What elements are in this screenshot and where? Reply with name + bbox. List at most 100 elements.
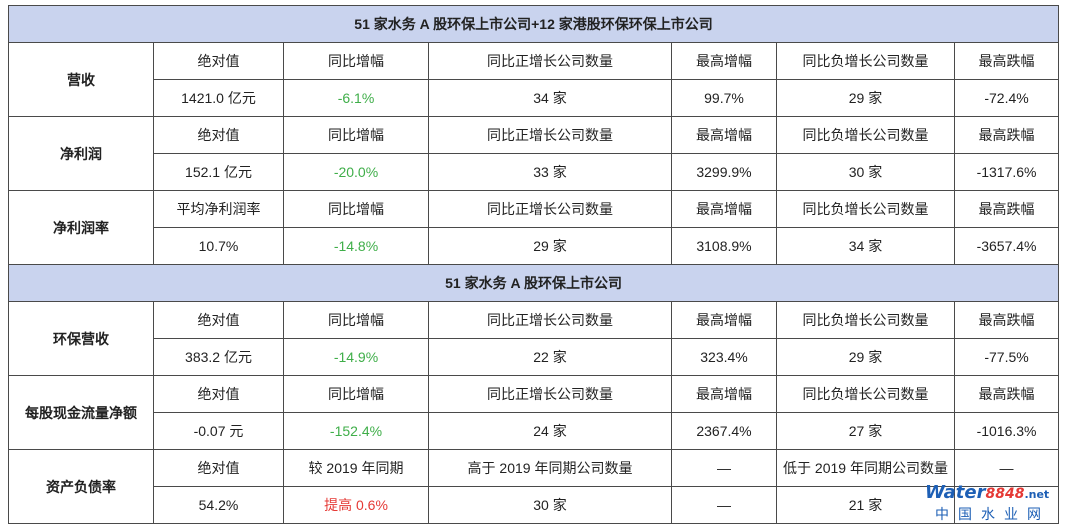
header-cell: 同比增幅: [283, 116, 429, 154]
header-cell: 平均净利润率: [153, 190, 284, 228]
value-cell: 54.2%: [153, 486, 284, 524]
report-table-container: 51 家水务 A 股环保上市公司+12 家港股环保环保上市公司 营收 绝对值 同…: [7, 5, 1060, 524]
header-cell: 同比正增长公司数量: [428, 301, 672, 339]
metric-value-row: 383.2 亿元 -14.9% 22 家 323.4% 29 家 -77.5%: [9, 338, 1060, 376]
metric-header-row: 净利润率 平均净利润率 同比增幅 同比正增长公司数量 最高增幅 同比负增长公司数…: [8, 190, 1060, 265]
logo-brand-word: Water: [925, 482, 986, 503]
header-cell: 同比正增长公司数量: [428, 190, 672, 228]
metric-value-row: 10.7% -14.8% 29 家 3108.9% 34 家 -3657.4%: [9, 227, 1060, 265]
logo-brand-suffix: .net: [1024, 488, 1050, 501]
header-cell: —: [953, 449, 1060, 487]
metric-value-row: 1421.0 亿元 -6.1% 34 家 99.7% 29 家 -72.4%: [9, 79, 1060, 117]
metric-header-row: 资产负债率 绝对值 较 2019 年同期 高于 2019 年同期公司数量 — 低…: [8, 449, 1060, 524]
metric-label: 营收: [8, 42, 154, 117]
metric-value-row: 152.1 亿元 -20.0% 33 家 3299.9% 30 家 -1317.…: [9, 153, 1060, 191]
value-cell: 24 家: [428, 412, 672, 450]
value-cell: 10.7%: [153, 227, 284, 265]
value-cell: -0.07 元: [153, 412, 284, 450]
header-cell: 较 2019 年同期: [283, 449, 429, 487]
value-cell: -77.5%: [953, 338, 1060, 376]
header-cell: 最高跌幅: [953, 42, 1060, 80]
value-cell: 30 家: [428, 486, 672, 524]
header-cell: 最高跌幅: [953, 116, 1060, 154]
value-cell: 152.1 亿元: [153, 153, 284, 191]
water8848-logo: Water8848.net 中国水业网: [925, 482, 1057, 522]
metric-label: 环保营收: [8, 301, 154, 376]
header-cell: 同比正增长公司数量: [428, 375, 672, 413]
header-cell: 绝对值: [153, 42, 284, 80]
header-cell: 绝对值: [153, 375, 284, 413]
header-cell: 绝对值: [153, 449, 284, 487]
metric-header-row: 营收 绝对值 同比增幅 同比正增长公司数量 最高增幅 同比负增长公司数量 最高跌…: [8, 42, 1060, 117]
value-cell: 2367.4%: [671, 412, 777, 450]
value-cell: 3299.9%: [671, 153, 777, 191]
header-cell: 同比增幅: [283, 301, 429, 339]
header-cell: 最高增幅: [671, 42, 777, 80]
logo-cn-text: 中国水业网: [935, 506, 1050, 522]
value-cell: 27 家: [776, 412, 955, 450]
header-cell: 同比负增长公司数量: [776, 301, 955, 339]
value-cell: 29 家: [776, 338, 955, 376]
value-cell: 提高 0.6%: [283, 486, 429, 524]
section-title-2: 51 家水务 A 股环保上市公司: [7, 264, 1060, 302]
metric-label: 资产负债率: [8, 449, 154, 524]
metric-header-row: 净利润 绝对值 同比增幅 同比正增长公司数量 最高增幅 同比负增长公司数量 最高…: [8, 116, 1060, 191]
logo-brand-number: 8848: [985, 486, 1025, 502]
section-header-row: 51 家水务 A 股环保上市公司: [7, 264, 1060, 302]
header-cell: 高于 2019 年同期公司数量: [428, 449, 672, 487]
value-cell: 22 家: [428, 338, 672, 376]
header-cell: 绝对值: [153, 301, 284, 339]
header-cell: 最高跌幅: [953, 301, 1060, 339]
value-cell: -72.4%: [953, 79, 1060, 117]
value-cell: 29 家: [428, 227, 672, 265]
header-cell: 最高跌幅: [953, 190, 1060, 228]
header-cell: 同比增幅: [283, 375, 429, 413]
header-cell: 同比负增长公司数量: [776, 42, 955, 80]
header-cell: 绝对值: [153, 116, 284, 154]
header-cell: 同比负增长公司数量: [776, 190, 955, 228]
value-cell: -14.9%: [283, 338, 429, 376]
section-header-row: 51 家水务 A 股环保上市公司+12 家港股环保环保上市公司: [7, 5, 1060, 43]
value-cell: 1421.0 亿元: [153, 79, 284, 117]
value-cell: 383.2 亿元: [153, 338, 284, 376]
value-cell: 323.4%: [671, 338, 777, 376]
metric-label: 净利润: [8, 116, 154, 191]
value-cell: —: [671, 486, 777, 524]
header-cell: 最高增幅: [671, 116, 777, 154]
logo-brand: Water8848.net: [925, 482, 1049, 503]
header-cell: —: [671, 449, 777, 487]
metric-label: 净利润率: [8, 190, 154, 265]
value-cell: 3108.9%: [671, 227, 777, 265]
value-cell: -152.4%: [283, 412, 429, 450]
summary-table: 51 家水务 A 股环保上市公司+12 家港股环保环保上市公司 营收 绝对值 同…: [7, 5, 1060, 524]
value-cell: 33 家: [428, 153, 672, 191]
value-cell: -3657.4%: [953, 227, 1060, 265]
header-cell: 最高增幅: [671, 301, 777, 339]
header-cell: 同比正增长公司数量: [428, 116, 672, 154]
value-cell: -14.8%: [283, 227, 429, 265]
header-cell: 同比负增长公司数量: [776, 375, 955, 413]
header-cell: 最高增幅: [671, 375, 777, 413]
value-cell: 29 家: [776, 79, 955, 117]
value-cell: [953, 486, 1060, 524]
value-cell: -20.0%: [283, 153, 429, 191]
header-cell: 同比正增长公司数量: [428, 42, 672, 80]
metric-value-row: -0.07 元 -152.4% 24 家 2367.4% 27 家 -1016.…: [9, 412, 1060, 450]
value-cell: -1016.3%: [953, 412, 1060, 450]
value-cell: 34 家: [776, 227, 955, 265]
metric-header-row: 环保营收 绝对值 同比增幅 同比正增长公司数量 最高增幅 同比负增长公司数量 最…: [8, 301, 1060, 376]
header-cell: 最高跌幅: [953, 375, 1060, 413]
section-title-1: 51 家水务 A 股环保上市公司+12 家港股环保环保上市公司: [7, 5, 1060, 43]
value-cell: 99.7%: [671, 79, 777, 117]
value-cell: -6.1%: [283, 79, 429, 117]
header-cell: 低于 2019 年同期公司数量: [776, 449, 955, 487]
value-cell: 21 家: [776, 486, 955, 524]
header-cell: 同比增幅: [283, 190, 429, 228]
metric-label: 每股现金流量净额: [8, 375, 154, 450]
metric-header-row: 每股现金流量净额 绝对值 同比增幅 同比正增长公司数量 最高增幅 同比负增长公司…: [8, 375, 1060, 450]
header-cell: 同比增幅: [283, 42, 429, 80]
header-cell: 最高增幅: [671, 190, 777, 228]
value-cell: -1317.6%: [953, 153, 1060, 191]
value-cell: 34 家: [428, 79, 672, 117]
value-cell: 30 家: [776, 153, 955, 191]
